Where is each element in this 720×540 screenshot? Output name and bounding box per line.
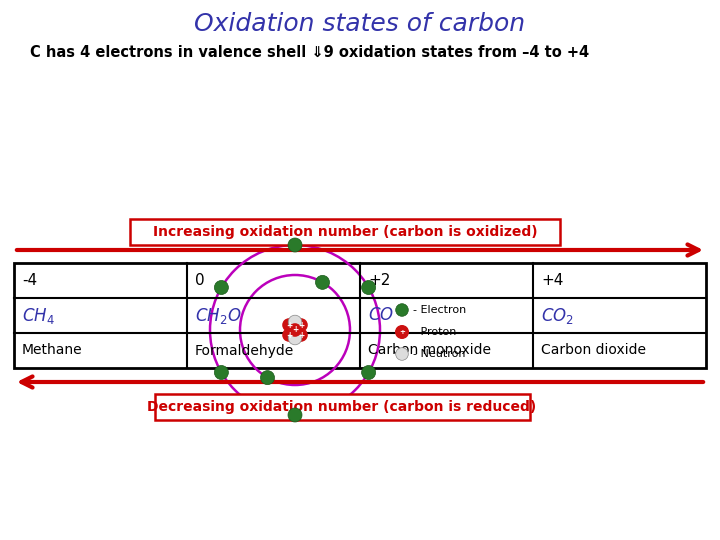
Text: $CH_4$: $CH_4$ xyxy=(22,306,55,326)
Circle shape xyxy=(288,408,302,422)
Text: +4: +4 xyxy=(541,273,563,288)
Text: +: + xyxy=(286,321,292,329)
Text: Oxidation states of carbon: Oxidation states of carbon xyxy=(194,12,526,36)
Text: +: + xyxy=(298,321,304,329)
FancyBboxPatch shape xyxy=(130,219,560,245)
Circle shape xyxy=(282,318,296,332)
Circle shape xyxy=(294,318,308,332)
Text: +2: +2 xyxy=(368,273,390,288)
Circle shape xyxy=(294,328,308,342)
Circle shape xyxy=(396,326,408,338)
Text: 0: 0 xyxy=(195,273,204,288)
Text: Methane: Methane xyxy=(22,343,83,357)
Circle shape xyxy=(396,303,408,316)
Text: $CH_2O$: $CH_2O$ xyxy=(195,306,241,326)
Circle shape xyxy=(288,315,302,329)
Text: C has 4 electrons in valence shell ⇓9 oxidation states from –4 to +4: C has 4 electrons in valence shell ⇓9 ox… xyxy=(30,44,589,59)
Text: Carbon monoxide: Carbon monoxide xyxy=(368,343,491,357)
Text: $CO_2$: $CO_2$ xyxy=(541,306,574,326)
Circle shape xyxy=(261,370,274,384)
Circle shape xyxy=(288,323,302,337)
Text: Increasing oxidation number (carbon is oxidized): Increasing oxidation number (carbon is o… xyxy=(153,225,537,239)
Circle shape xyxy=(215,280,228,294)
Text: +: + xyxy=(286,330,292,340)
Text: Carbon dioxide: Carbon dioxide xyxy=(541,343,646,357)
Text: Decreasing oxidation number (carbon is reduced): Decreasing oxidation number (carbon is r… xyxy=(148,400,536,414)
Circle shape xyxy=(288,331,302,345)
Circle shape xyxy=(361,280,376,294)
Circle shape xyxy=(396,348,408,360)
Text: - Neutron: - Neutron xyxy=(413,349,466,359)
Circle shape xyxy=(315,275,330,289)
Circle shape xyxy=(215,366,228,380)
Circle shape xyxy=(288,238,302,252)
Text: -4: -4 xyxy=(22,273,37,288)
Text: - Proton: - Proton xyxy=(413,327,456,337)
Text: - Electron: - Electron xyxy=(413,305,467,315)
Circle shape xyxy=(361,366,376,380)
Text: +: + xyxy=(399,329,405,335)
Text: Formaldehyde: Formaldehyde xyxy=(195,343,294,357)
Text: +: + xyxy=(292,326,298,334)
Bar xyxy=(14,263,706,368)
FancyBboxPatch shape xyxy=(155,394,530,420)
Circle shape xyxy=(282,328,296,342)
Text: $CO$: $CO$ xyxy=(368,307,394,325)
Text: +: + xyxy=(298,330,304,340)
